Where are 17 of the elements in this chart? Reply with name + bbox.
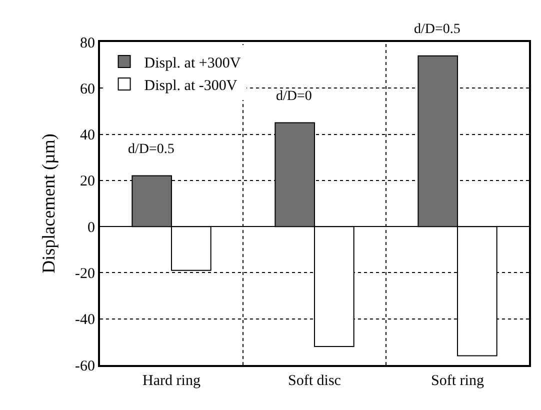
annotation: d/D=0.5 [128, 142, 174, 157]
legend-label: Displ. at +300V [144, 55, 241, 72]
x-tick-label: Hard ring [142, 373, 201, 389]
annotation: d/D=0 [276, 89, 312, 104]
y-tick-label: 20 [80, 174, 95, 190]
y-tick-label: 40 [80, 128, 95, 144]
y-tick-label: 60 [80, 81, 95, 98]
y-axis-title: Displacement (µm) [38, 134, 59, 274]
y-tick-label: -40 [75, 312, 95, 328]
y-tick-label: 0 [88, 220, 95, 236]
y-tick-label: -60 [75, 358, 95, 374]
x-tick-label: Soft ring [431, 373, 484, 389]
y-tick-label: 80 [80, 35, 95, 52]
annotation: d/D=0.5 [414, 22, 460, 37]
y-tick-label: -20 [75, 266, 95, 282]
x-tick-label: Soft disc [288, 373, 342, 389]
legend-label: Displ. at -300V [144, 78, 238, 94]
